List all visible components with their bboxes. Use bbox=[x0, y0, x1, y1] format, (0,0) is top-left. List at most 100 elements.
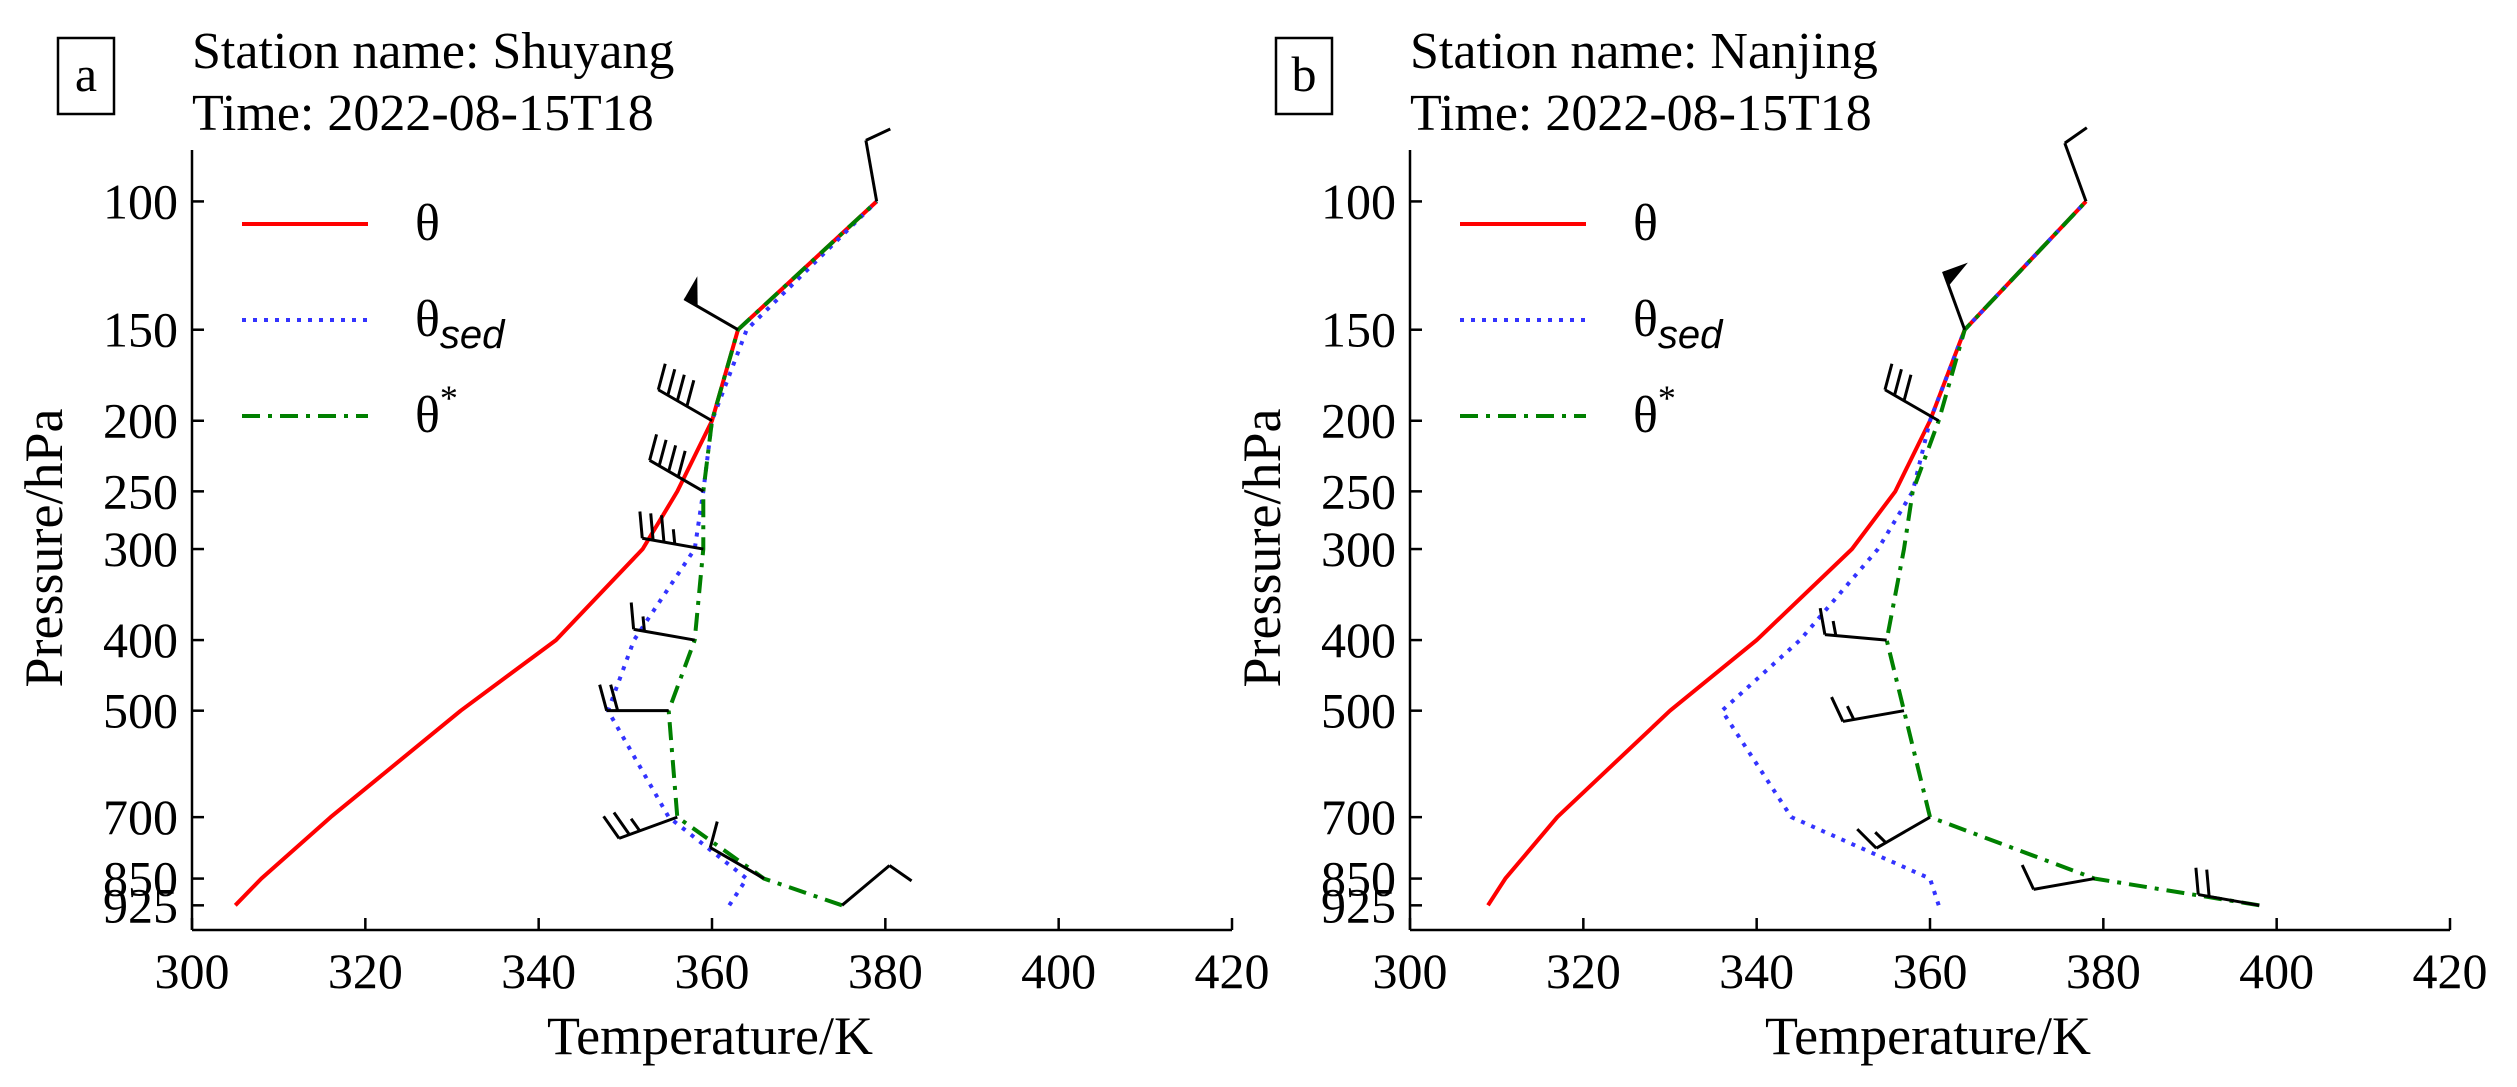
panel-a-wind-barb bbox=[683, 276, 739, 332]
wind-barb-full bbox=[1902, 374, 1913, 402]
panel-b-legend: θ θsed θ* bbox=[1460, 195, 1724, 444]
panel-b-wind-barb bbox=[1830, 696, 1905, 723]
wind-barb-staff bbox=[633, 627, 695, 642]
wind-barb-staff bbox=[2063, 142, 2088, 202]
wind-barb-pennant bbox=[684, 276, 698, 307]
wind-barb-full bbox=[1883, 363, 1894, 391]
wind-barb-full bbox=[708, 821, 719, 848]
wind-barb-full bbox=[888, 864, 913, 883]
panel-b-wind-barb bbox=[1818, 607, 1887, 642]
wind-barb-half bbox=[1845, 705, 1856, 721]
panel-a-legend: θ θsed θ* bbox=[242, 195, 506, 444]
panel-a-y-tick-label: 150 bbox=[103, 302, 178, 358]
wind-barb-pennant bbox=[1943, 262, 1968, 286]
panel-a-wind-barb bbox=[656, 363, 713, 423]
wind-barb-full bbox=[612, 811, 631, 836]
panel-b-y-tick-label: 300 bbox=[1321, 521, 1396, 577]
wind-barb-full bbox=[1893, 368, 1903, 396]
panel-a-x-tick-label: 300 bbox=[155, 943, 230, 999]
panel-b-y-tick-label: 200 bbox=[1321, 393, 1396, 449]
panel-a-y-tick-label: 850 bbox=[103, 851, 178, 907]
panel-b-x-tick-label: 320 bbox=[1546, 943, 1621, 999]
panel-b-x-tick-label: 360 bbox=[1893, 943, 1968, 999]
panel-b: b Station name: Nanjing Time: 2022-08-15… bbox=[1232, 23, 2488, 1066]
panel-a-label: a bbox=[75, 46, 97, 102]
wind-barb-full bbox=[657, 439, 668, 467]
panel-b-y-tick-label: 250 bbox=[1321, 463, 1396, 519]
panel-a-wind-barb bbox=[841, 864, 913, 907]
wind-barb-full bbox=[598, 684, 609, 712]
wind-barb-staff bbox=[841, 864, 891, 907]
wind-barb-half bbox=[1874, 831, 1887, 844]
panel-a-y-tick-label: 200 bbox=[103, 393, 178, 449]
wind-barb-full bbox=[676, 450, 687, 478]
wind-barb-full bbox=[648, 433, 659, 461]
panel-b-legend-thetastar: θ* bbox=[1633, 378, 1676, 444]
panel-b-series-thetastar-line bbox=[1884, 200, 2260, 908]
wind-barb-staff bbox=[1884, 388, 1940, 423]
panel-b-y-tick-label: 850 bbox=[1321, 851, 1396, 907]
panel-b-label: b bbox=[1292, 46, 1317, 102]
panel-a-wind-barb bbox=[602, 811, 678, 840]
wind-barb-staff bbox=[2198, 893, 2260, 907]
panel-a-y-tick-label: 500 bbox=[103, 683, 178, 739]
wind-barb-full bbox=[1856, 828, 1878, 850]
wind-barb-full bbox=[666, 368, 677, 396]
wind-barb-full bbox=[2205, 869, 2211, 897]
panel-a-xlabel: Temperature/K bbox=[547, 1006, 873, 1066]
wind-barb-full bbox=[685, 379, 696, 407]
panel-b-y-tick-label: 150 bbox=[1321, 302, 1396, 358]
wind-barb-full bbox=[609, 684, 620, 712]
panel-a-y-tick-label: 100 bbox=[103, 173, 178, 229]
wind-barb-full bbox=[1818, 607, 1827, 635]
panel-a-plot-area: 300 320 340 360 380 400 4201001502002503004005… bbox=[103, 127, 1270, 999]
panel-b-x-tick-label: 380 bbox=[2066, 943, 2141, 999]
panel-b-xlabel: Temperature/K bbox=[1765, 1006, 2091, 1066]
panel-b-y-tick-label: 500 bbox=[1321, 683, 1396, 739]
panel-a-series-thetased-line bbox=[606, 199, 879, 907]
panel-b-y-tick-label: 100 bbox=[1321, 173, 1396, 229]
wind-barb-full bbox=[638, 511, 644, 539]
panel-a-legend-thetastar: θ* bbox=[415, 378, 458, 444]
panel-b-wind-barb bbox=[2020, 864, 2095, 891]
panel-b-title-time: Time: 2022-08-15T18 bbox=[1410, 85, 1872, 142]
panel-b-y-tick-label: 925 bbox=[1321, 877, 1396, 933]
panel-a-legend-theta: θ bbox=[415, 195, 440, 252]
wind-barb-staff bbox=[709, 846, 765, 880]
panel-a: a Station name: Shuyang Time: 2022-08-15… bbox=[14, 23, 1270, 1066]
wind-barb-full bbox=[675, 374, 686, 402]
panel-b-wind-barb bbox=[1856, 815, 1931, 850]
wind-barb-half bbox=[641, 616, 646, 632]
panel-a-wind-barb bbox=[638, 511, 704, 551]
panel-b-wind-barb bbox=[1883, 363, 1940, 423]
panel-b-series-theta-line bbox=[1486, 200, 2088, 907]
panel-b-wind-barb bbox=[2063, 126, 2088, 202]
panel-a-y-tick-label: 400 bbox=[103, 612, 178, 668]
wind-barb-full bbox=[660, 515, 666, 543]
wind-barb-staff bbox=[864, 140, 879, 202]
panel-b-plot-area: 300 320 340 360 380 400 4201001502002503004005… bbox=[1321, 126, 2488, 999]
wind-barb-full bbox=[2063, 126, 2088, 145]
wind-barb-staff bbox=[648, 459, 705, 493]
panel-a-x-tick-label: 400 bbox=[1021, 943, 1096, 999]
wind-barb-full bbox=[602, 815, 621, 840]
wind-barb-full bbox=[2194, 867, 2200, 895]
panel-b-legend-thetased: θsed bbox=[1633, 291, 1724, 357]
panel-a-wind-barb bbox=[598, 684, 669, 713]
wind-barb-half bbox=[671, 529, 677, 545]
panel-b-legend-theta: θ bbox=[1633, 195, 1658, 252]
panel-b-x-tick-label: 340 bbox=[1719, 943, 1794, 999]
panel-b-wind-barb bbox=[1942, 262, 1968, 331]
wind-barb-staff bbox=[2033, 877, 2095, 891]
panel-a-x-tick-label: 320 bbox=[328, 943, 403, 999]
panel-a-label-box bbox=[56, 36, 116, 116]
panel-b-y-tick-label: 700 bbox=[1321, 789, 1396, 845]
wind-barb-half bbox=[1831, 620, 1838, 636]
panel-b-title-station: Station name: Nanjing bbox=[1410, 23, 1878, 80]
wind-barb-staff bbox=[657, 388, 713, 423]
panel-a-x-tick-label: 340 bbox=[501, 943, 576, 999]
wind-barb-full bbox=[649, 513, 655, 541]
wind-barb-half bbox=[629, 817, 641, 832]
panel-a-x-tick-label: 420 bbox=[1195, 943, 1270, 999]
